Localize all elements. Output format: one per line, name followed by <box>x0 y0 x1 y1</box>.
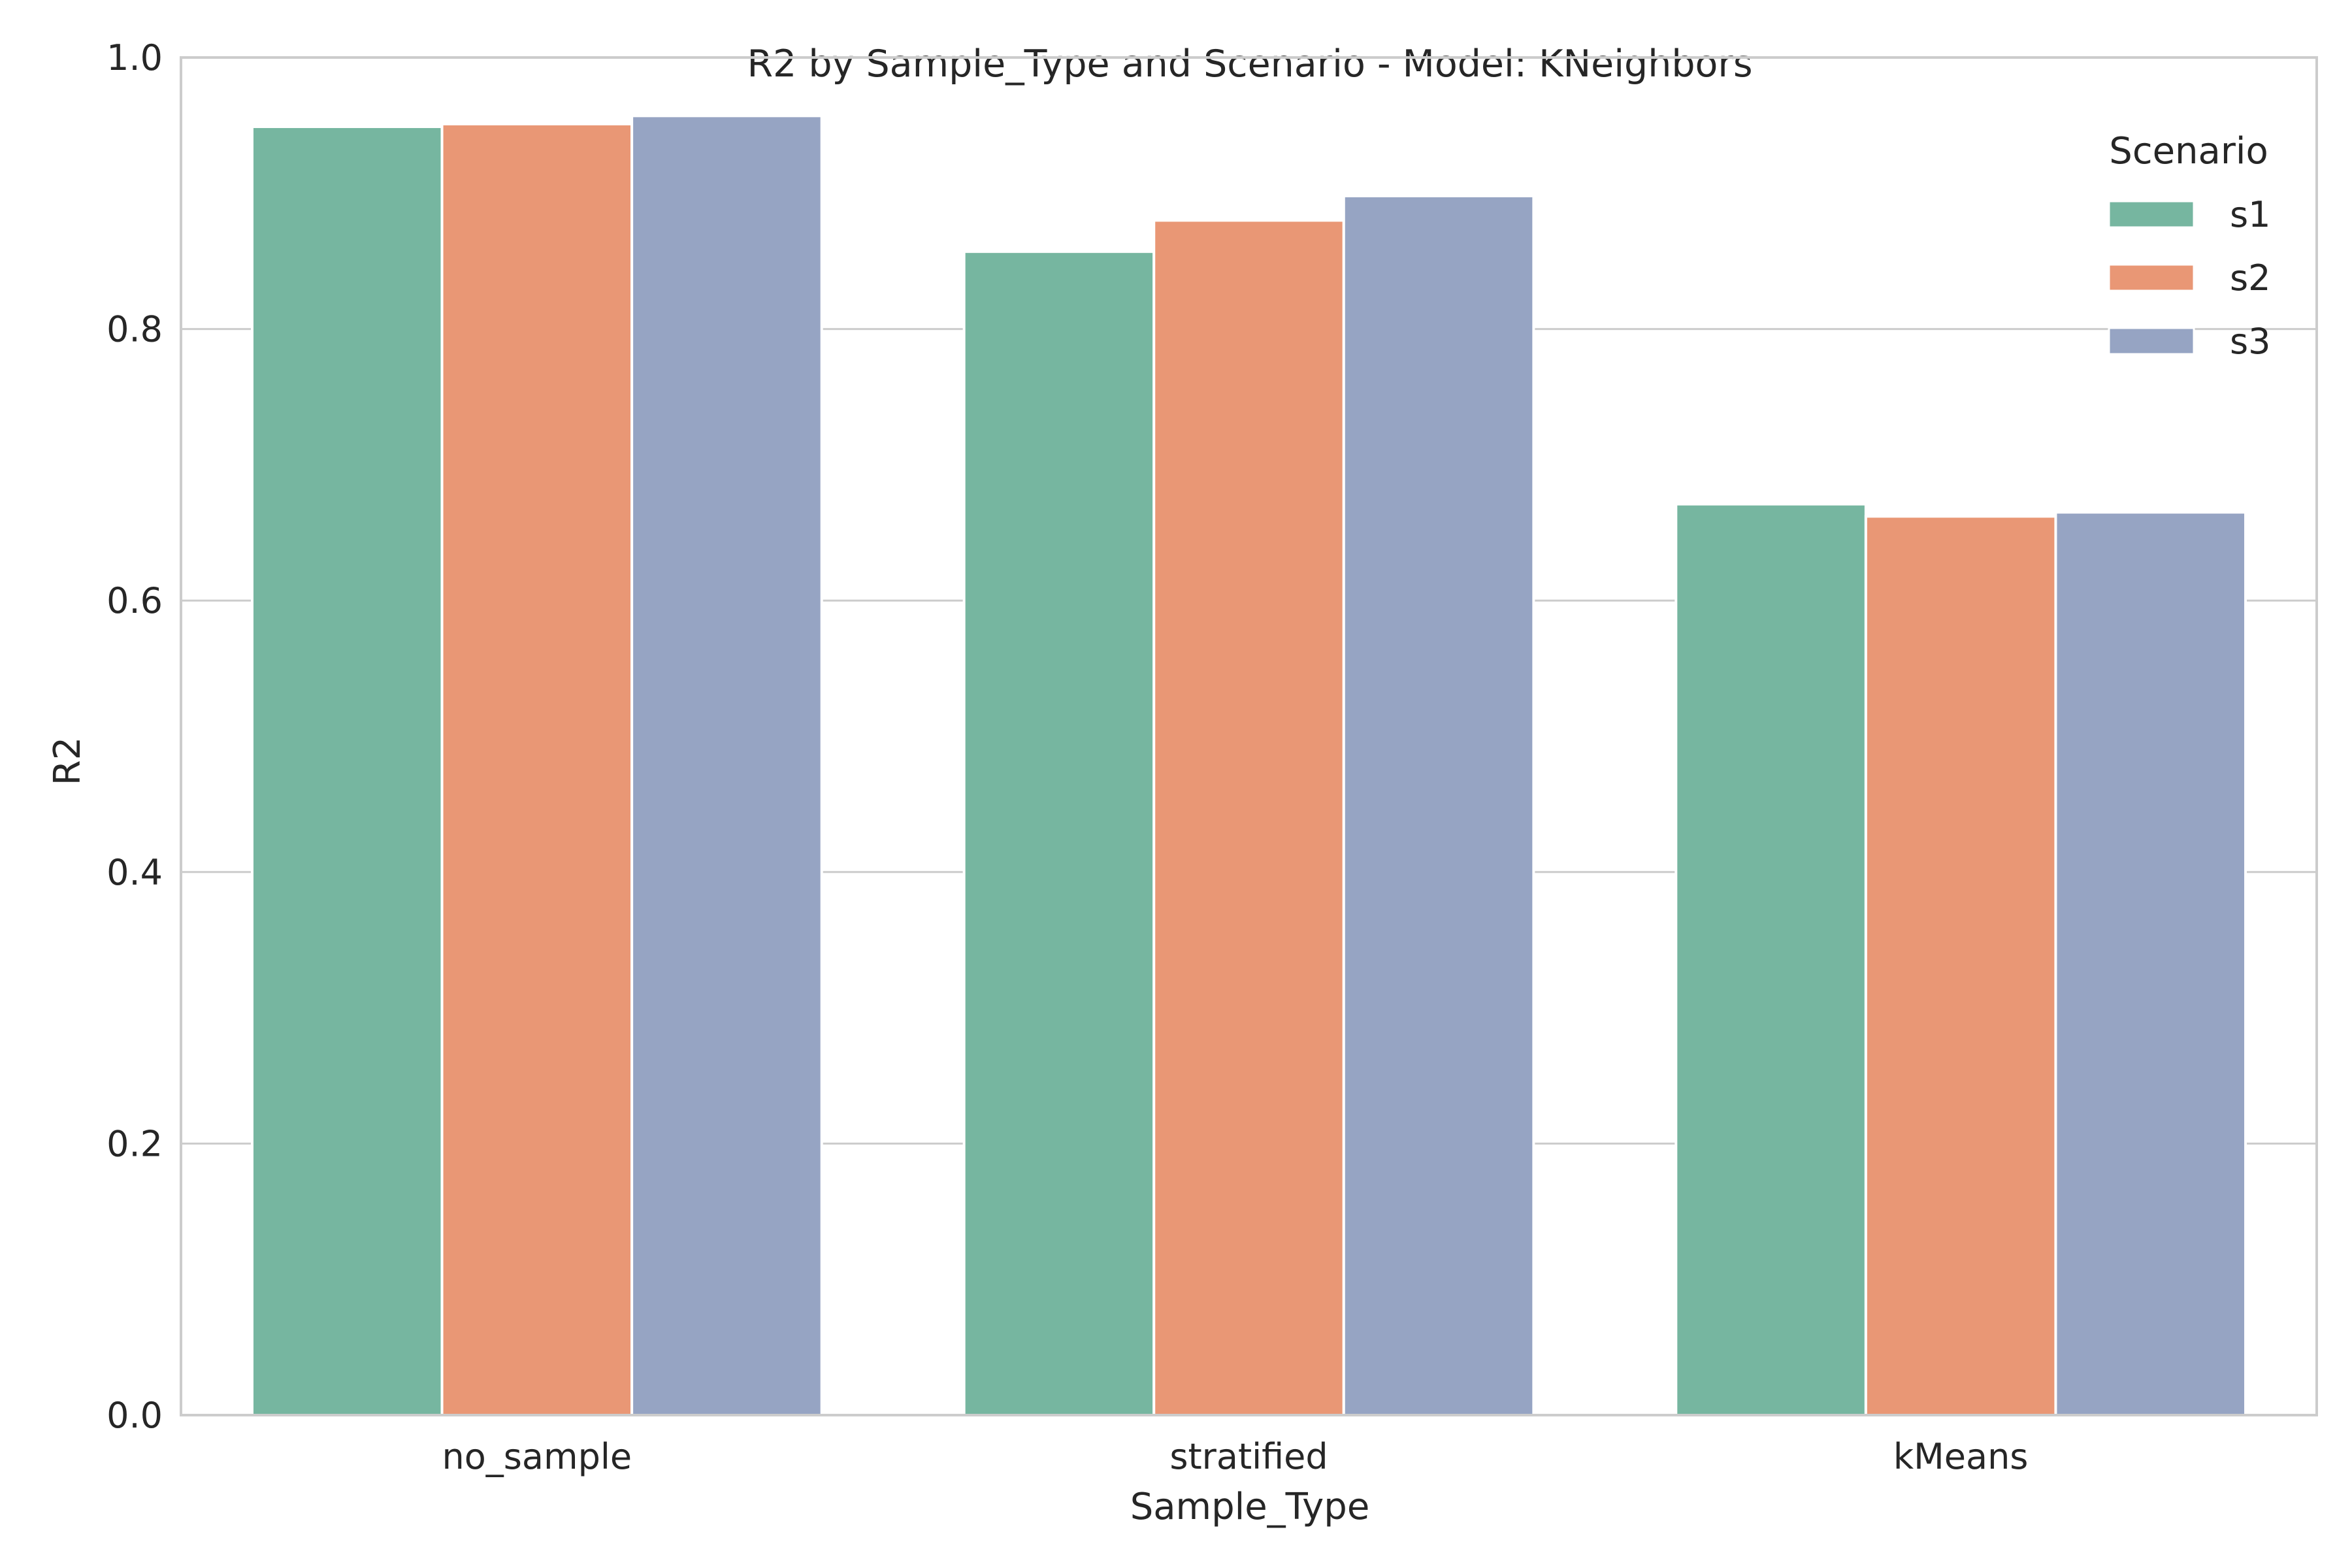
x-axis-label: Sample_Type <box>1130 1486 1370 1528</box>
legend-label-s3: s3 <box>2230 321 2271 362</box>
legend-swatch-s2 <box>2108 263 2195 292</box>
x-tick-label: kMeans <box>1893 1436 2029 1477</box>
bar-s2-stratified <box>1152 219 1345 1416</box>
x-tick-labels: no_sample stratified kMeans <box>442 1436 2029 1477</box>
x-tick-label: no_sample <box>442 1436 632 1477</box>
bar-s1-stratified <box>962 250 1156 1416</box>
legend-swatch-s1 <box>2108 200 2195 229</box>
legend-label-s2: s2 <box>2230 257 2271 299</box>
plot-frame <box>180 56 2318 1416</box>
y-tick-label: 1.0 <box>106 37 163 78</box>
chart-title: R2 by Sample_Type and Scenario - Model: … <box>747 42 1752 86</box>
y-tick-labels: 0.0 0.2 0.4 0.6 0.8 1.0 <box>106 37 163 1436</box>
y-tick-label: 0.2 <box>106 1123 163 1164</box>
y-tick-label: 0.6 <box>106 580 163 621</box>
bar-s1-kMeans <box>1674 502 1867 1416</box>
bars <box>250 114 2247 1416</box>
bar-s3-kMeans <box>2054 511 2247 1416</box>
bar-s3-no_sample <box>630 114 823 1416</box>
legend-swatch-s3 <box>2108 327 2195 355</box>
legend-title: Scenario <box>2109 130 2268 172</box>
y-tick-label: 0.8 <box>106 309 163 350</box>
bar-s1-no_sample <box>250 125 444 1416</box>
y-tick-label: 0.0 <box>106 1395 163 1436</box>
bar-s2-no_sample <box>440 122 634 1416</box>
bar-s2-kMeans <box>1864 515 2057 1416</box>
x-tick-label: stratified <box>1169 1436 1328 1477</box>
y-axis-label: R2 <box>46 737 89 786</box>
y-tick-label: 0.4 <box>106 852 163 893</box>
legend-label-s1: s1 <box>2230 194 2271 235</box>
legend: Scenario s1 s2 s3 <box>2108 130 2271 362</box>
bar-s3-stratified <box>1342 194 1535 1416</box>
